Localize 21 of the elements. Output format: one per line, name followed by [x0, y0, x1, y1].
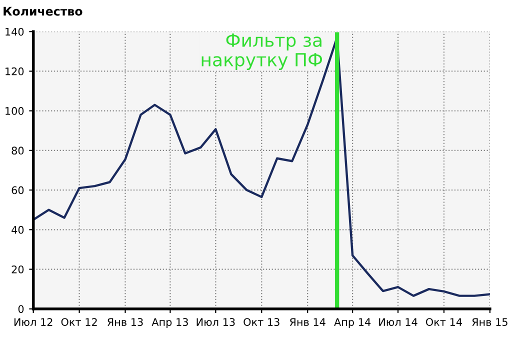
- x-tick-label: Окт 12: [61, 318, 97, 326]
- y-tick-label: 20: [12, 265, 24, 274]
- y-tick-label: 120: [6, 67, 24, 76]
- x-tick-label: Янв 15: [472, 318, 508, 326]
- x-tick-label: Окт 13: [244, 318, 280, 326]
- x-tick-label: Апр 14: [334, 318, 371, 328]
- x-tick-label: Июл 14: [379, 318, 418, 326]
- x-tick-label: Окт 14: [426, 318, 462, 326]
- x-tick-label: Июл 12: [14, 318, 52, 326]
- x-tick-label: Июл 13: [196, 318, 235, 326]
- y-axis-title: Количество: [4, 6, 82, 16]
- x-tick-label: Апр 13: [152, 318, 188, 328]
- ref-line-label: Фильтр за накрутку ПФ: [202, 34, 322, 70]
- y-tick-label: 80: [12, 146, 24, 155]
- y-tick-label: 100: [6, 107, 24, 115]
- y-tick-label: 140: [6, 28, 24, 36]
- y-tick-label: 40: [12, 226, 24, 234]
- x-tick-label: Янв 13: [108, 318, 143, 326]
- y-tick-label: 60: [12, 186, 24, 194]
- y-tick-label: 0: [18, 305, 24, 313]
- x-tick-label: Янв 14: [290, 318, 326, 326]
